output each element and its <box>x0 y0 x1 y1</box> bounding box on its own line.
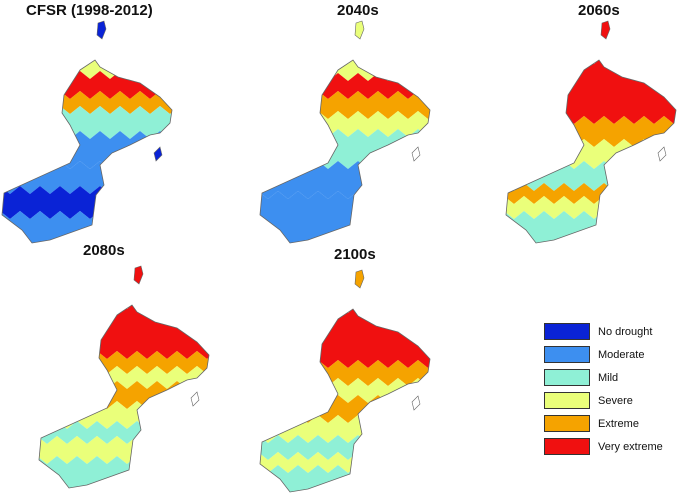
legend-swatch <box>544 438 590 455</box>
panel-title-2060s: 2060s <box>578 2 620 19</box>
map-2080s <box>38 265 210 489</box>
masirah-island <box>657 146 667 162</box>
panel-title-2040s: 2040s <box>337 2 379 19</box>
musandam-exclave <box>354 269 365 289</box>
legend-item-very-extreme: Very extreme <box>544 435 663 458</box>
map-cfsr <box>1 20 173 244</box>
map-2040s <box>259 20 431 244</box>
legend-swatch <box>544 323 590 340</box>
drought-bands <box>506 60 676 243</box>
drought-band <box>39 381 209 409</box>
country-outline <box>259 308 431 493</box>
drought-band <box>39 305 209 359</box>
map-2100s <box>259 269 431 493</box>
legend-item-extreme: Extreme <box>544 412 663 435</box>
legend-swatch <box>544 415 590 432</box>
legend-label: No drought <box>598 325 653 338</box>
masirah-island <box>411 395 421 411</box>
legend-item-severe: Severe <box>544 389 663 412</box>
musandam-exclave <box>133 265 144 285</box>
panel-title-2100s: 2100s <box>334 246 376 263</box>
country-outline <box>505 59 677 244</box>
musandam-exclave <box>600 20 611 40</box>
country-outline <box>259 59 431 244</box>
drought-band <box>2 71 172 99</box>
musandam-exclave <box>96 20 107 40</box>
drought-band <box>2 161 172 194</box>
drought-bands <box>260 309 430 492</box>
legend-label: Severe <box>598 394 633 407</box>
drought-band <box>39 401 209 429</box>
panel-title-2080s: 2080s <box>83 242 125 259</box>
masirah-island <box>153 146 163 162</box>
legend-label: Very extreme <box>598 440 663 453</box>
legend-item-mild: Mild <box>544 366 663 389</box>
drought-band <box>506 60 676 124</box>
legend: No drought Moderate Mild Severe Extreme … <box>544 320 663 458</box>
legend-item-moderate: Moderate <box>544 343 663 366</box>
legend-label: Mild <box>598 371 619 384</box>
drought-band <box>260 395 430 423</box>
country-outline <box>38 304 210 489</box>
legend-swatch <box>544 346 590 363</box>
legend-swatch <box>544 369 590 386</box>
country-outline <box>1 59 173 244</box>
legend-label: Moderate <box>598 348 645 361</box>
drought-band <box>260 309 430 368</box>
drought-band <box>2 106 172 139</box>
panel-title-cfsr: CFSR (1998-2012) <box>26 2 153 19</box>
masirah-island <box>411 146 421 162</box>
drought-band <box>2 131 172 169</box>
legend-item-no-drought: No drought <box>544 320 663 343</box>
masirah-island <box>190 391 200 407</box>
legend-label: Extreme <box>598 417 639 430</box>
drought-bands <box>260 60 430 243</box>
musandam-exclave <box>354 20 365 40</box>
drought-bands <box>2 60 172 243</box>
legend-swatch <box>544 392 590 409</box>
map-2060s <box>505 20 677 244</box>
drought-band <box>260 129 430 169</box>
drought-band <box>260 161 430 199</box>
drought-band <box>260 415 430 443</box>
